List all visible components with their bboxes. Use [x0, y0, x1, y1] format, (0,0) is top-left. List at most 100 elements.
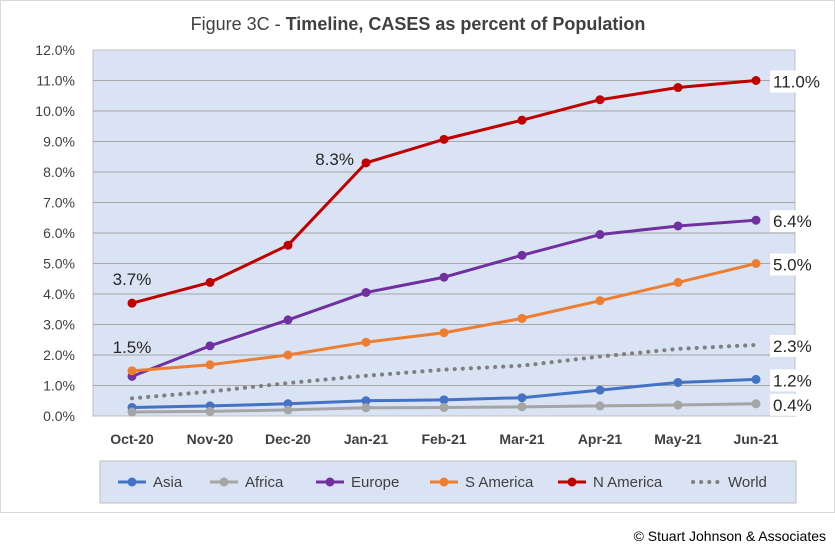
- data-point: [595, 385, 605, 395]
- y-tick-label: 11.0%: [36, 73, 75, 89]
- data-point: [673, 221, 683, 231]
- legend-entry: Africa: [210, 474, 284, 491]
- data-point: [595, 296, 605, 306]
- x-tick-label: Jun-21: [733, 431, 778, 447]
- data-label: 8.3%: [315, 150, 354, 169]
- y-tick-label: 4.0%: [43, 286, 75, 302]
- data-label-bg: [770, 210, 818, 233]
- x-tick-label: Dec-20: [265, 431, 311, 447]
- data-point: [439, 328, 449, 338]
- x-tick-label: Jan-21: [344, 431, 389, 447]
- legend-marker: [325, 477, 335, 487]
- data-label: 6.4%: [773, 212, 812, 231]
- data-point: [517, 313, 527, 323]
- data-label: 1.5%: [113, 338, 152, 357]
- data-point: [673, 377, 683, 387]
- series-europe: [127, 215, 761, 381]
- data-label-bg: [770, 253, 818, 276]
- data-label: 5.0%: [773, 256, 812, 275]
- chart-title-prefix: Figure 3C -: [191, 14, 286, 34]
- data-point: [673, 277, 683, 287]
- data-point: [517, 250, 527, 260]
- series-world: [130, 342, 758, 401]
- data-point: [751, 215, 761, 225]
- data-point: [673, 400, 683, 410]
- y-axis-tick-labels: 0.0% 1.0% 2.0% 3.0% 4.0% 5.0% 6.0% 7.0% 8.0% 9.0%…: [35, 42, 75, 424]
- data-point: [439, 272, 449, 282]
- data-point: [361, 337, 371, 347]
- x-axis-tick-labels: Oct-20 Nov-20 Dec-20 Jan-21 Feb-21 Mar-21 Apr-…: [110, 431, 779, 447]
- data-point: [361, 287, 371, 297]
- legend-label: S America: [465, 474, 534, 491]
- series-n-america: [127, 76, 761, 308]
- data-point: [751, 259, 761, 268]
- data-point: [517, 115, 527, 125]
- data-point: [127, 298, 137, 308]
- chart-title: Figure 3C - Timeline, CASES as percent o…: [191, 14, 646, 34]
- y-tick-label: 3.0%: [43, 317, 75, 333]
- data-point: [127, 366, 137, 376]
- data-point: [361, 396, 371, 406]
- legend-label: World: [728, 474, 767, 491]
- copyright-text: © Stuart Johnson & Associates: [634, 528, 826, 544]
- chart-title-main: Timeline, CASES as percent of Population: [286, 14, 646, 34]
- legend: Asia Africa Europe S America N America World: [118, 474, 767, 491]
- y-tick-label: 6.0%: [43, 225, 75, 241]
- data-point: [361, 403, 371, 413]
- data-label: 3.7%: [113, 270, 152, 289]
- data-point: [751, 76, 761, 85]
- x-tick-label: Apr-21: [578, 431, 623, 447]
- data-point: [283, 405, 293, 415]
- y-tick-label: 10.0%: [35, 103, 75, 119]
- legend-marker: [439, 477, 449, 487]
- data-point: [205, 360, 215, 370]
- series-line: [130, 342, 758, 401]
- series-africa: [127, 399, 761, 417]
- series-lines: [127, 76, 761, 417]
- y-tick-label: 9.0%: [43, 134, 75, 150]
- data-point: [751, 399, 761, 409]
- data-point: [439, 134, 449, 144]
- data-label: 1.2%: [773, 371, 812, 390]
- data-labels: 3.7% 1.5% 8.3% 11.0% 6.4% 5.0% 2.3% 1.2% 0.4%: [113, 70, 829, 416]
- data-point: [361, 158, 371, 168]
- x-tick-label: Mar-21: [499, 431, 544, 447]
- gridlines: [93, 80, 795, 386]
- data-point: [673, 83, 683, 93]
- data-point: [517, 402, 527, 412]
- data-point: [205, 406, 215, 416]
- y-tick-label: 12.0%: [35, 42, 75, 58]
- data-point: [283, 240, 293, 250]
- data-point: [205, 341, 215, 351]
- data-label-bg: [770, 70, 829, 93]
- y-tick-label: 2.0%: [43, 347, 75, 363]
- data-label-bg: [770, 393, 818, 416]
- data-point: [283, 315, 293, 325]
- data-label-bg: [770, 369, 818, 392]
- x-tick-label: Oct-20: [110, 431, 154, 447]
- legend-label: Africa: [245, 474, 284, 491]
- legend-entry: Europe: [316, 474, 399, 491]
- data-point: [751, 374, 761, 384]
- legend-label: Asia: [153, 474, 183, 491]
- legend-entry: Asia: [118, 474, 183, 491]
- y-tick-label: 1.0%: [43, 378, 75, 394]
- data-point: [595, 230, 605, 240]
- x-tick-label: Feb-21: [421, 431, 466, 447]
- data-point: [439, 402, 449, 412]
- data-point: [595, 95, 605, 105]
- data-point: [127, 407, 137, 417]
- series-s-america: [127, 259, 761, 376]
- data-label-bg: [770, 334, 818, 357]
- legend-label: N America: [593, 474, 663, 491]
- legend-marker: [127, 477, 137, 487]
- data-point: [283, 350, 293, 360]
- y-tick-label: 8.0%: [43, 164, 75, 180]
- data-label: 11.0%: [773, 73, 820, 92]
- data-label: 0.4%: [773, 396, 812, 415]
- legend-entry: N America: [558, 474, 663, 491]
- legend-entry: World: [691, 474, 767, 491]
- y-tick-label: 5.0%: [43, 256, 75, 272]
- legend-marker: [219, 477, 229, 487]
